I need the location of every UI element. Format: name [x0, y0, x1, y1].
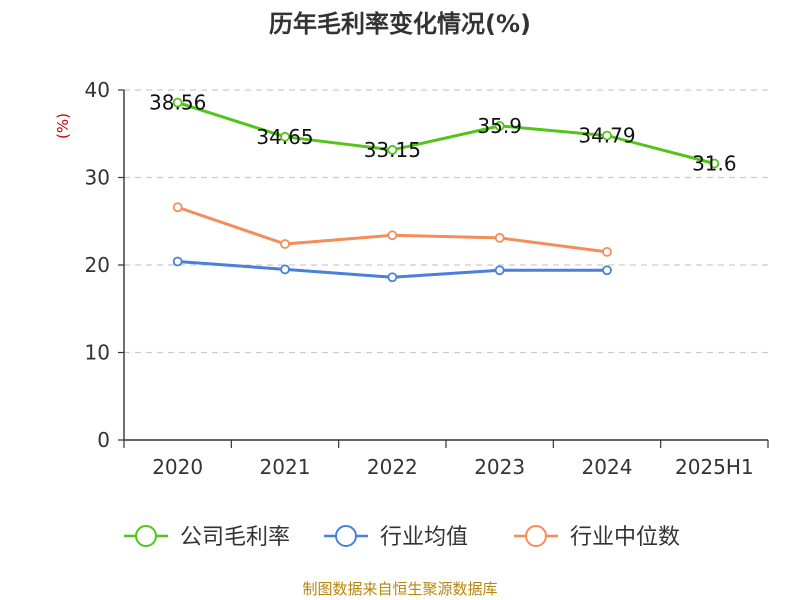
data-label: 31.6 [692, 152, 737, 176]
grid [124, 89, 768, 354]
source-note: 制图数据来自恒生聚源数据库 [302, 580, 497, 598]
x-tick-label: 2021 [260, 455, 311, 479]
data-point [602, 265, 612, 276]
axes: 0 10 20 30 40 2020 2021 2022 2023 2024 2025H1 [85, 78, 769, 479]
y-tick-label: 0 [97, 428, 110, 452]
x-tick-label: 2025H1 [675, 455, 754, 479]
legend-item[interactable]: 行业均值 [324, 525, 468, 550]
legend-label: 行业均值 [380, 525, 468, 550]
x-tick-label: 2020 [152, 455, 203, 479]
data-point [387, 145, 398, 155]
data-point [280, 264, 290, 275]
legend-marker [135, 525, 157, 547]
data-point [602, 246, 612, 257]
data-point [387, 230, 398, 241]
legend-label: 公司毛利率 [180, 525, 290, 550]
data-label: 34.65 [256, 125, 313, 149]
y-tick-label: 40 [85, 78, 110, 102]
y-axis-label: (%) [54, 113, 72, 139]
data-point [494, 120, 505, 131]
data-point [280, 239, 290, 249]
data-point [494, 232, 505, 243]
series-group: 38.56 34.65 33.15 35.9 34.79 31.6 [149, 91, 737, 283]
chart-title: 历年毛利率变化情况(%) [269, 10, 531, 38]
y-tick-label: 30 [85, 166, 110, 190]
legend-item[interactable]: 公司毛利率 [124, 525, 290, 550]
data-point [387, 272, 398, 283]
data-point [280, 131, 290, 142]
y-tick-label: 20 [85, 253, 110, 277]
legend-marker [525, 525, 547, 547]
data-label: 33.15 [364, 138, 421, 162]
data-point [172, 256, 183, 267]
data-point [172, 97, 183, 108]
series-line [177, 101, 715, 165]
y-tick-label: 10 [85, 341, 110, 365]
x-tick-label: 2023 [474, 455, 525, 479]
data-point [172, 202, 183, 213]
series-line [177, 205, 608, 254]
data-point [494, 265, 505, 276]
legend-marker [335, 525, 357, 547]
data-label: 35.9 [477, 114, 522, 138]
legend-label: 行业中位数 [570, 525, 680, 550]
x-tick-label: 2022 [367, 455, 418, 479]
x-tick-label: 2024 [582, 455, 633, 479]
legend[interactable]: 公司毛利率 行业均值 行业中位数 [124, 525, 680, 550]
data-point [709, 158, 720, 169]
data-point [602, 130, 612, 141]
data-label: 38.56 [149, 91, 206, 115]
legend-item[interactable]: 行业中位数 [514, 525, 680, 550]
data-label: 34.79 [578, 124, 635, 148]
